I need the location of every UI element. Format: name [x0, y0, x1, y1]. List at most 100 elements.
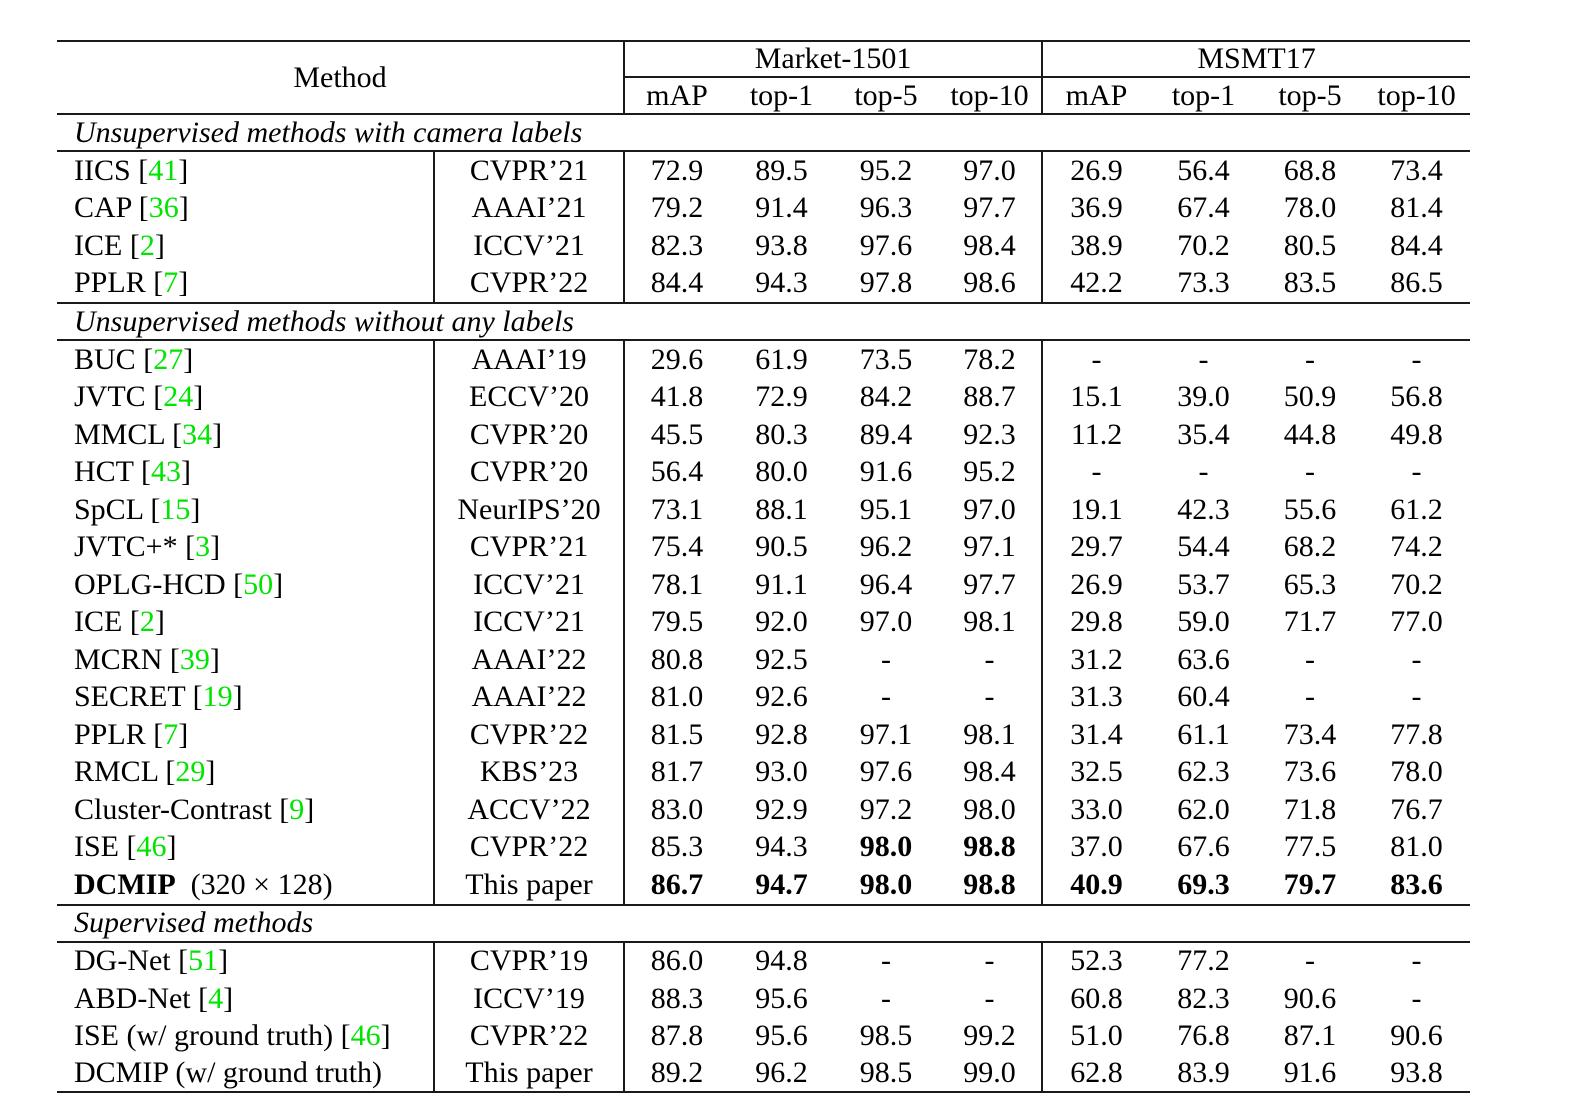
metric-value: 93.0 — [755, 755, 808, 789]
citation-close-bracket: ] — [180, 455, 191, 489]
metric-value: - — [1411, 944, 1422, 978]
metric-value: - — [1305, 342, 1316, 376]
metric-value: 78.0 — [1283, 191, 1337, 225]
metric-value: 98.4 — [938, 753, 1044, 791]
citation-link[interactable]: 41 — [148, 153, 179, 187]
citation-link[interactable]: 7 — [163, 717, 179, 751]
metric-value: - — [1091, 342, 1102, 376]
method-label: MCRN — [74, 642, 163, 676]
col-header-msmt-top10: top-10 — [1377, 78, 1456, 112]
metric-value: 50.9 — [1283, 380, 1337, 414]
method-name: HCT [43] — [57, 453, 435, 491]
metric-value: 96.2 — [859, 530, 913, 564]
citation-link[interactable]: 36 — [148, 191, 179, 225]
citation-close-bracket: ] — [380, 1019, 391, 1053]
metric-value: 60.4 — [1177, 680, 1230, 714]
metric-value: 94.3 — [755, 266, 808, 300]
metric-value: 89.5 — [755, 153, 808, 187]
metric-value: 73.4 — [1283, 717, 1337, 751]
metric-value: 97.0 — [859, 605, 913, 639]
metric-value: 49.8 — [1390, 417, 1443, 451]
citation-link[interactable]: 39 — [179, 642, 210, 676]
citation-link[interactable]: 46 — [350, 1019, 381, 1053]
table-row: IICS [41] CVPR’21 72.9 89.5 95.2 97.0 26.9 56.4… — [57, 152, 1470, 190]
metric-value: 65.3 — [1283, 567, 1337, 601]
metric-value: 95.6 — [755, 1019, 808, 1053]
citation-link[interactable]: 19 — [202, 680, 233, 714]
metric-value: 31.2 — [1070, 642, 1123, 676]
citation-link[interactable]: 27 — [153, 342, 184, 376]
citation-link[interactable]: 29 — [175, 755, 206, 789]
metric-value: 95.2 — [938, 453, 1044, 491]
citation-open-bracket: [ — [135, 342, 154, 376]
citation-link[interactable]: 24 — [163, 380, 194, 414]
venue: CVPR’22 — [435, 1017, 626, 1055]
citation-link[interactable]: 7 — [163, 266, 179, 300]
metric-value: - — [1305, 455, 1316, 489]
metric-value: 98.8 — [938, 828, 1044, 866]
method-label: BUC — [74, 342, 136, 376]
metric-value: 77.2 — [1177, 944, 1230, 978]
citation-link[interactable]: 51 — [188, 944, 219, 978]
metric-value: 62.3 — [1177, 755, 1230, 789]
citation-link[interactable]: 50 — [243, 567, 274, 601]
metric-value: 11.2 — [1070, 417, 1123, 451]
metric-value: 84.4 — [1390, 228, 1443, 262]
method-name: JVTC+* [3] — [57, 528, 435, 566]
method-name: MMCL [34] — [57, 416, 435, 454]
metric-value: 70.2 — [1390, 567, 1443, 601]
citation-link[interactable]: 3 — [195, 530, 211, 564]
metric-value: - — [881, 981, 892, 1015]
citation-open-bracket: [ — [190, 981, 209, 1015]
metric-value: 97.1 — [859, 717, 913, 751]
venue: ACCV’22 — [435, 791, 626, 829]
metric-value: - — [1411, 342, 1422, 376]
metric-value: 77.5 — [1283, 830, 1337, 864]
citation-link[interactable]: 9 — [289, 792, 305, 826]
metric-value: 73.5 — [859, 342, 913, 376]
citation-link[interactable]: 4 — [208, 981, 224, 1015]
metric-value: 95.2 — [859, 153, 913, 187]
citation-link[interactable]: 46 — [136, 830, 167, 864]
venue: ICCV’21 — [435, 603, 626, 641]
citation-link[interactable]: 34 — [182, 417, 213, 451]
metric-value: 32.5 — [1070, 755, 1123, 789]
metric-value: 97.8 — [859, 266, 913, 300]
metric-value: 93.8 — [755, 228, 808, 262]
metric-value: 45.5 — [650, 417, 704, 451]
method-label: ICE — [74, 605, 123, 639]
metric-value: 79.5 — [650, 605, 704, 639]
metric-value: 56.4 — [650, 455, 704, 489]
citation-link[interactable]: 15 — [160, 492, 191, 526]
metric-value: 98.5 — [859, 1019, 913, 1053]
method-label: HCT — [74, 455, 134, 489]
metric-value: - — [1411, 680, 1422, 714]
venue: AAAI’22 — [435, 678, 626, 716]
citation-open-bracket: [ — [122, 228, 140, 262]
metric-value: 77.8 — [1390, 717, 1443, 751]
metric-value: 38.9 — [1070, 228, 1123, 262]
metric-value: 82.3 — [650, 228, 704, 262]
metric-value: 91.1 — [755, 567, 808, 601]
metric-value: 83.6 — [1390, 867, 1443, 901]
metric-value: 79.7 — [1283, 867, 1337, 901]
metric-value: 54.4 — [1177, 530, 1230, 564]
col-header-msmt-map: mAP — [1065, 78, 1128, 112]
metric-value: 60.8 — [1070, 981, 1123, 1015]
col-header-msmt-top1: top-1 — [1171, 78, 1236, 112]
metric-value: - — [1305, 944, 1316, 978]
citation-link[interactable]: 2 — [139, 605, 155, 639]
venue: CVPR’21 — [435, 152, 626, 190]
citation-open-bracket: [ — [145, 266, 164, 300]
metric-value: - — [1411, 455, 1422, 489]
metric-value: - — [938, 678, 1044, 716]
citation-link[interactable]: 43 — [150, 455, 181, 489]
metric-value: 99.2 — [938, 1017, 1044, 1055]
metric-value: 93.8 — [1363, 1055, 1471, 1093]
table-row: ABD-Net [4] ICCV’19 88.3 95.6- -60.8 82.3 90.6… — [57, 980, 1470, 1018]
metric-value: 86.5 — [1390, 266, 1443, 300]
method-label: PPLR — [74, 266, 146, 300]
metric-value: 94.7 — [755, 867, 808, 901]
citation-link[interactable]: 2 — [139, 228, 155, 262]
method-name: ISE (w/ ground truth) [46] — [57, 1017, 435, 1055]
